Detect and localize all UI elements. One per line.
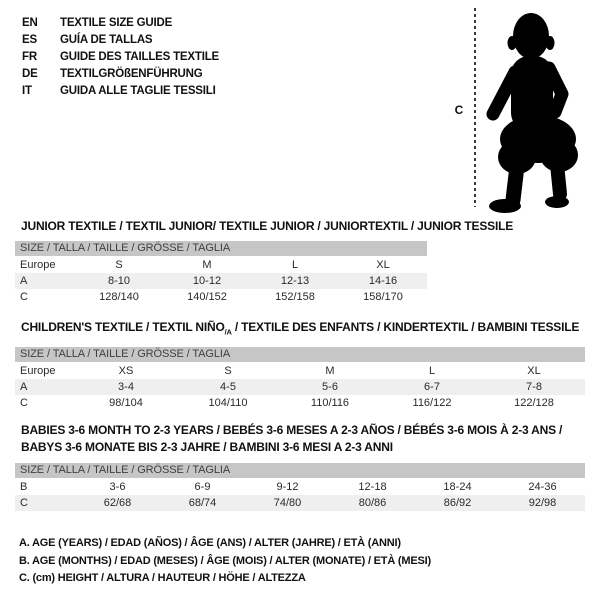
table-cell: S: [115, 259, 123, 271]
table-cell: 158/170: [363, 291, 403, 303]
table-cell: 14-16: [368, 275, 398, 287]
table-cell: 152/158: [275, 291, 315, 303]
table-row: C 62/68 68/74 74/80 80/86 86/92 92/98: [15, 495, 585, 511]
table-cell: 18-24: [443, 481, 472, 493]
language-row: IT GUIDA ALLE TAGLIE TESSILI: [22, 83, 219, 100]
row-label: Europe: [20, 365, 56, 377]
row-label: A: [20, 381, 28, 393]
table-cell: 68/74: [188, 497, 217, 509]
language-code: EN: [22, 17, 38, 29]
table-row: C 98/104 104/110 110/116 116/122 122/128: [15, 395, 585, 411]
children-title-pre: CHILDREN'S TEXTILE / TEXTIL NIÑO: [21, 320, 225, 334]
table-cell: 140/152: [187, 291, 227, 303]
table-row: C 128/140 140/152 152/158 158/170: [15, 289, 427, 305]
table-rows: Europe XS S M L XL A 3-4 4-5 5-6 6-7 7-8 C 98/104 10…: [15, 363, 585, 411]
language-title: GUIDE DES TAILLES TEXTILE: [60, 51, 219, 63]
table-cell: 110/116: [310, 397, 350, 409]
language-title: GUIDA ALLE TAGLIE TESSILI: [60, 85, 216, 97]
table-row: A 8-10 10-12 12-13 14-16: [15, 273, 427, 289]
babies-table-title: BABIES 3-6 MONTH TO 2-3 YEARS / BEBÉS 3-…: [21, 422, 562, 456]
children-size-table: SIZE / TALLA / TAILLE / GRÖSSE / TAGLIA …: [15, 347, 585, 411]
table-cell: L: [291, 259, 299, 271]
table-cell: 7-8: [526, 381, 542, 393]
table-cell: S: [224, 365, 232, 377]
babies-size-table: SIZE / TALLA / TAILLE / GRÖSSE / TAGLIA …: [15, 463, 585, 511]
language-code: DE: [22, 68, 38, 80]
table-cell: XL: [527, 365, 541, 377]
table-cell: M: [325, 365, 335, 377]
table-rows: Europe S M L XL A 8-10 10-12 12-13 14-16 C 128/14…: [15, 257, 427, 305]
height-measure-dotted-line: [474, 8, 476, 207]
size-header-bar: SIZE / TALLA / TAILLE / GRÖSSE / TAGLIA: [15, 241, 427, 256]
row-label: A: [20, 275, 28, 287]
table-cell: 98/104: [109, 397, 143, 409]
row-label: C: [20, 291, 28, 303]
table-row: Europe S M L XL: [15, 257, 427, 273]
measure-legend: A. AGE (YEARS) / EDAD (AÑOS) / ÂGE (ANS)…: [19, 535, 431, 588]
legend-line-b: B. AGE (MONTHS) / EDAD (MESES) / ÂGE (MO…: [19, 554, 431, 567]
language-title: TEXTILGRÖßENFÜHRUNG: [60, 68, 203, 80]
table-row: B 3-6 6-9 9-12 12-18 18-24 24-36: [15, 479, 585, 495]
children-table-title: CHILDREN'S TEXTILE / TEXTIL NIÑO/A / TEX…: [21, 319, 579, 340]
row-label: Europe: [20, 259, 56, 271]
junior-size-table: SIZE / TALLA / TAILLE / GRÖSSE / TAGLIA …: [15, 241, 427, 305]
table-cell: M: [202, 259, 212, 271]
language-code: IT: [22, 85, 32, 97]
table-cell: 10-12: [192, 275, 222, 287]
language-title: TEXTILE SIZE GUIDE: [60, 17, 173, 29]
babies-title-line1: BABIES 3-6 MONTH TO 2-3 YEARS / BEBÉS 3-…: [21, 423, 563, 437]
language-row: DE TEXTILGRÖßENFÜHRUNG: [22, 66, 219, 83]
row-label: B: [20, 481, 28, 493]
height-measure-label: C: [454, 103, 464, 117]
language-row: FR GUIDE DES TAILLES TEXTILE: [22, 49, 219, 66]
table-cell: 122/128: [514, 397, 554, 409]
table-cell: 9-12: [276, 481, 299, 493]
table-cell: 116/122: [412, 397, 452, 409]
table-cell: 4-5: [220, 381, 236, 393]
table-cell: XS: [118, 365, 134, 377]
table-cell: 6-7: [424, 381, 440, 393]
junior-table-title: JUNIOR TEXTILE / TEXTIL JUNIOR/ TEXTILE …: [21, 219, 514, 233]
legend-line-a: A. AGE (YEARS) / EDAD (AÑOS) / ÂGE (ANS)…: [19, 537, 401, 549]
table-cell: 3-4: [118, 381, 134, 393]
table-cell: 86/92: [443, 497, 472, 509]
children-title-post: / TEXTILE DES ENFANTS / KINDERTEXTIL / B…: [231, 320, 580, 334]
table-cell: 74/80: [273, 497, 302, 509]
table-cell: 12-13: [280, 275, 310, 287]
language-code: ES: [22, 34, 37, 46]
baby-silhouette-image: [486, 13, 578, 213]
table-cell: 128/140: [99, 291, 139, 303]
language-row: EN TEXTILE SIZE GUIDE: [22, 15, 219, 32]
table-row: A 3-4 4-5 5-6 6-7 7-8: [15, 379, 585, 395]
row-label: C: [20, 397, 28, 409]
row-label: C: [20, 497, 28, 509]
table-cell: 104/110: [208, 397, 248, 409]
table-rows: B 3-6 6-9 9-12 12-18 18-24 24-36 C 62/68 68/74 74…: [15, 479, 585, 511]
table-cell: 6-9: [194, 481, 211, 493]
table-cell: 62/68: [103, 497, 132, 509]
legend-line-c: C. (cm) HEIGHT / ALTURA / HAUTEUR / HÖHE…: [19, 572, 306, 585]
table-cell: 3-6: [109, 481, 126, 493]
table-cell: L: [428, 365, 436, 377]
language-list: EN TEXTILE SIZE GUIDE ES GUÍA DE TALLAS …: [22, 15, 219, 100]
language-row: ES GUÍA DE TALLAS: [22, 32, 219, 49]
table-cell: 12-18: [358, 481, 387, 493]
language-title: GUÍA DE TALLAS: [60, 34, 153, 46]
table-row: Europe XS S M L XL: [15, 363, 585, 379]
table-cell: XL: [376, 259, 390, 271]
children-title-subscript: /A: [224, 327, 232, 337]
table-cell: 24-36: [528, 481, 557, 493]
table-cell: 5-6: [322, 381, 338, 393]
table-cell: 8-10: [107, 275, 131, 287]
size-header-bar: SIZE / TALLA / TAILLE / GRÖSSE / TAGLIA: [15, 463, 585, 478]
table-cell: 80/86: [358, 497, 387, 509]
table-cell: 92/98: [528, 497, 557, 509]
language-code: FR: [22, 51, 37, 63]
babies-title-line2: BABYS 3-6 MONATE BIS 2-3 JAHRE / BAMBINI…: [21, 440, 393, 454]
size-header-bar: SIZE / TALLA / TAILLE / GRÖSSE / TAGLIA: [15, 347, 585, 362]
